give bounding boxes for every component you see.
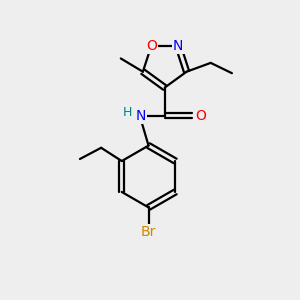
Text: N: N	[136, 109, 146, 122]
Text: O: O	[146, 39, 157, 53]
Text: H: H	[123, 106, 132, 118]
Text: N: N	[173, 39, 183, 53]
Text: Br: Br	[141, 225, 156, 239]
Text: O: O	[195, 109, 206, 122]
